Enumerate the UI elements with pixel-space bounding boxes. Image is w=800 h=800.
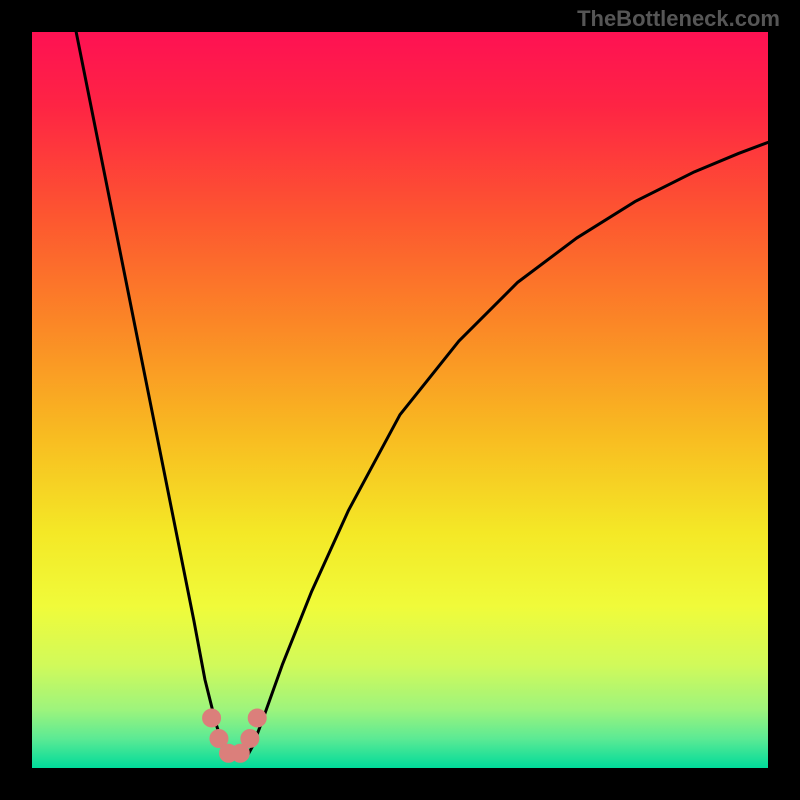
plot-svg (32, 32, 768, 768)
gradient-background (32, 32, 768, 768)
watermark-label: TheBottleneck.com (577, 6, 780, 32)
marker-point (241, 730, 259, 748)
chart-frame: TheBottleneck.com (0, 0, 800, 800)
plot-area (32, 32, 768, 768)
marker-point (248, 709, 266, 727)
marker-point (203, 709, 221, 727)
